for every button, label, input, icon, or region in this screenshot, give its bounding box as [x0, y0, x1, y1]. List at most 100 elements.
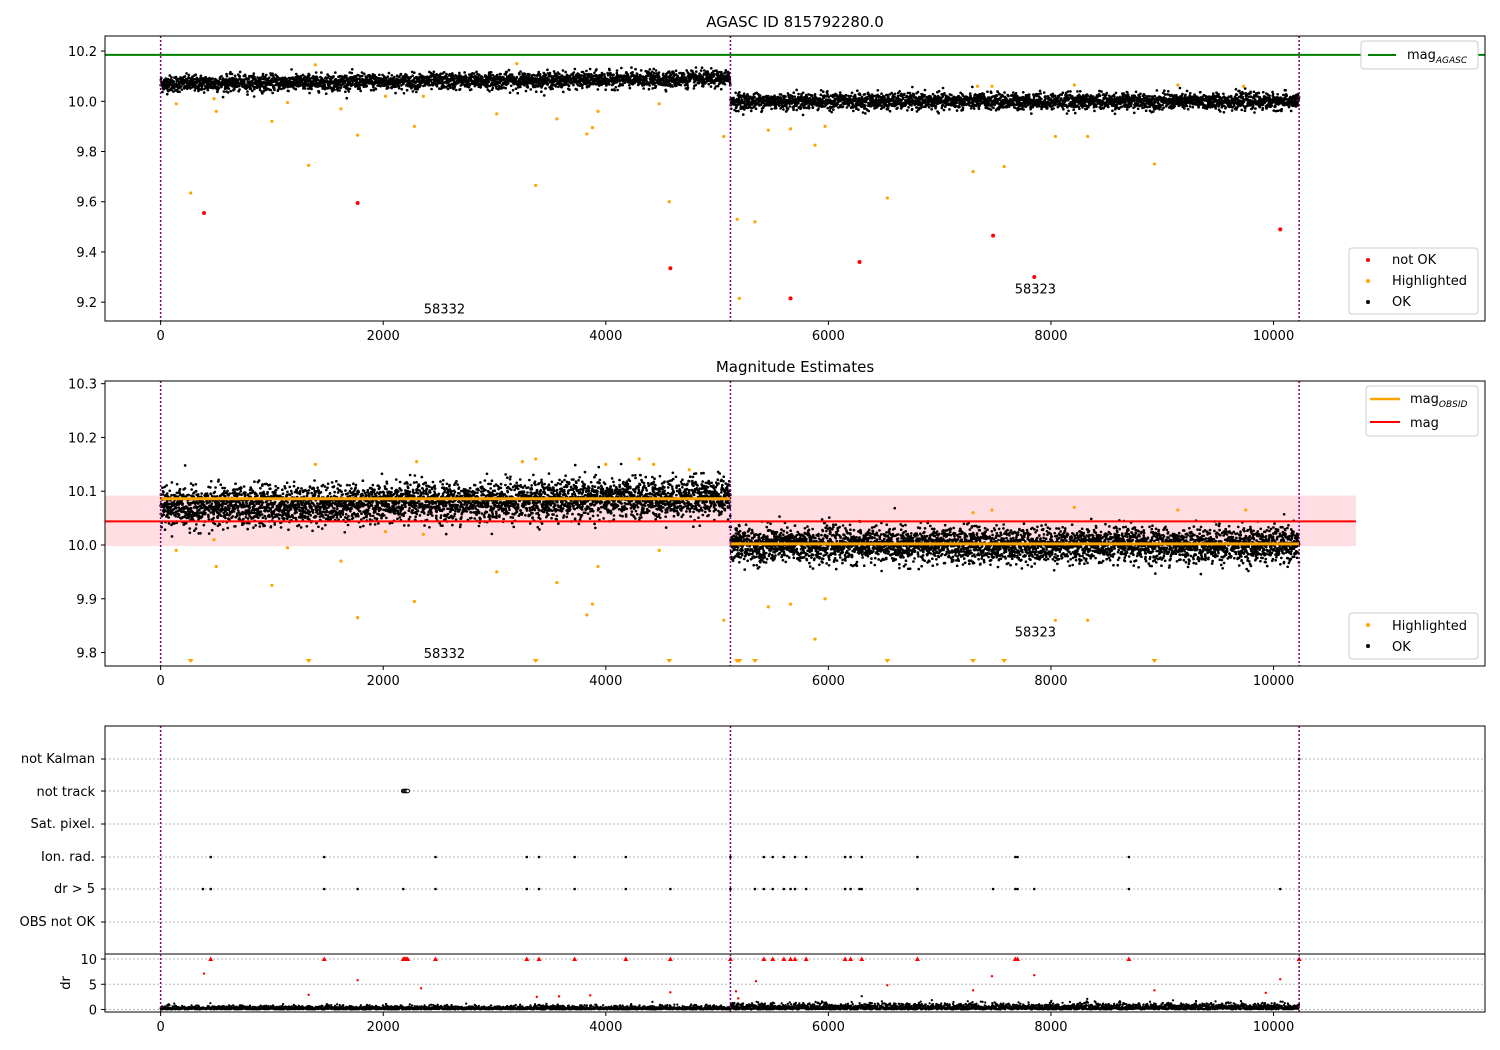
panel3-plot-area: 0 5 10 0 2000 4000 6000 8000 10000: [80, 725, 1486, 1035]
legend-ok-label: OK: [1392, 295, 1411, 310]
highlighted-point: [495, 112, 499, 116]
dr-gt-5-point: [858, 887, 861, 891]
highlighted-point: [788, 127, 793, 131]
ion-rad-point: [804, 855, 808, 859]
dr-ytick-label: 10: [80, 953, 97, 968]
panel1-legend-mag-agasc: magAGASC: [1360, 40, 1479, 70]
highlighted-point: [596, 109, 600, 113]
highlighted-point: [415, 460, 419, 464]
legend-mag-obsid-sub: OBSID: [1439, 400, 1468, 410]
panel1-xtick-label: 10000: [1253, 329, 1294, 344]
highlighted-point: [313, 462, 317, 466]
dr-high-point: [1279, 978, 1282, 981]
dr-gt-5-point: [624, 887, 628, 891]
clipped-point-marker: [751, 659, 758, 663]
legend-highlighted-label: Highlighted: [1392, 274, 1467, 289]
legend-mag-obsid-label: mag: [1410, 392, 1439, 407]
dr-gt-5-point: [322, 887, 326, 891]
dr-axis-label: dr: [59, 976, 74, 990]
dr-gt-5-point: [789, 887, 792, 891]
dr-gt-5-point: [729, 887, 732, 891]
dr-gt-5-point: [843, 887, 847, 891]
ion-rad-point: [624, 855, 628, 859]
dr-clipped-marker: [1126, 956, 1132, 962]
not-ok-point: [355, 200, 360, 205]
panel1-ytick-label: 9.2: [76, 296, 97, 311]
highlighted-point: [637, 457, 641, 461]
dr-ytick-label: 5: [89, 978, 97, 993]
clipped-point-marker: [187, 659, 194, 663]
ion-rad-point: [1127, 855, 1131, 859]
ion-rad-point: [434, 855, 437, 859]
highlighted-point: [590, 126, 595, 130]
highlighted-point: [1152, 162, 1157, 166]
highlighted-point: [339, 107, 343, 111]
panel3-xtick-label: 4000: [589, 1020, 622, 1035]
dr-gt-5-point: [1016, 887, 1019, 891]
dr-gt-5-point: [916, 887, 919, 891]
panel1-obs-label-1: 58332: [424, 302, 465, 317]
panel2-obs-label-1: 58332: [424, 647, 465, 662]
ion-rad-point: [771, 855, 775, 859]
dr-clipped-marker: [781, 956, 787, 962]
dr-clipped-marker: [524, 956, 530, 962]
dr-clipped-marker: [761, 956, 767, 962]
panel2-title: Magnitude Estimates: [716, 358, 874, 376]
flag-row-dr-gt-5: dr > 5: [54, 882, 95, 897]
highlighted-point: [604, 462, 608, 466]
highlighted-point: [885, 196, 889, 200]
highlighted-point: [285, 546, 290, 550]
legend2-ok-label: OK: [1392, 640, 1411, 655]
highlighted-point: [722, 134, 726, 139]
dr-high-point: [734, 990, 738, 993]
highlighted-point: [1072, 83, 1076, 87]
clipped-point-marker: [532, 659, 539, 663]
dr-clipped-marker: [803, 956, 809, 962]
dr-high-point: [1153, 989, 1156, 992]
dr-clipped-marker: [770, 956, 776, 962]
panel3-xtick-label: 10000: [1253, 1020, 1294, 1035]
dr-clipped-marker: [788, 956, 794, 962]
flag-row-ion-rad: Ion. rad.: [41, 850, 95, 865]
highlighted-point: [515, 62, 519, 66]
panel1-xtick-label: 8000: [1034, 329, 1067, 344]
not-ok-point: [202, 211, 207, 216]
highlighted-point: [174, 102, 178, 106]
panel3-background: [105, 726, 1485, 1012]
panel1-ytick-label: 9.8: [76, 146, 97, 161]
dr-gt-5-point: [201, 887, 205, 891]
dr-ytick-label: 0: [89, 1003, 97, 1018]
highlighted-point: [189, 191, 193, 195]
panel2-xtick-label: 2000: [367, 674, 400, 689]
dr-gt-5-point: [762, 887, 766, 891]
dr-clipped-marker: [572, 956, 578, 962]
dr-high-point: [737, 997, 740, 1000]
dr-clipped-marker: [1015, 956, 1021, 962]
clipped-point-marker: [1001, 659, 1008, 663]
panel1-frame: [104, 35, 1486, 322]
dr-clipped-marker: [848, 956, 854, 962]
dr-clipped-marker: [859, 956, 865, 962]
panel2-frame: [104, 380, 1486, 667]
flag-row-not-kalman: not Kalman: [21, 752, 95, 767]
dr-high-point: [419, 987, 423, 990]
panel2-ytick-label: 10.0: [68, 539, 97, 554]
highlighted-point: [596, 564, 600, 569]
dr-gt-5-point: [401, 887, 405, 891]
highlighted-point: [667, 200, 671, 204]
svg-text:magOBSID: magOBSID: [1410, 392, 1468, 410]
highlighted-point: [813, 637, 817, 641]
dr-high-point: [971, 989, 975, 992]
not-ok-point: [668, 266, 673, 271]
dr-ok-points: [159, 995, 1301, 1011]
dr-gt-5-point: [804, 887, 808, 891]
not-ok-point: [857, 259, 862, 264]
legend-mag-agasc-label: mag: [1407, 48, 1436, 63]
clipped-point-marker: [736, 659, 743, 663]
dr-gt-5-point: [356, 887, 359, 891]
highlighted-point: [383, 94, 388, 98]
svg-text:magAGASC: magAGASC: [1407, 48, 1468, 66]
dr-clipped-marker: [623, 956, 629, 962]
dr-gt-5-point: [849, 887, 852, 891]
panel2-legend-mag-lines: magOBSID mag: [1365, 385, 1479, 437]
